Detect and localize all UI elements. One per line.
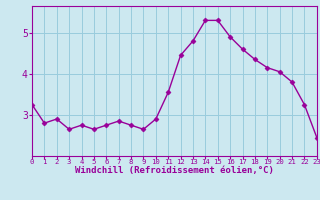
- X-axis label: Windchill (Refroidissement éolien,°C): Windchill (Refroidissement éolien,°C): [75, 166, 274, 175]
